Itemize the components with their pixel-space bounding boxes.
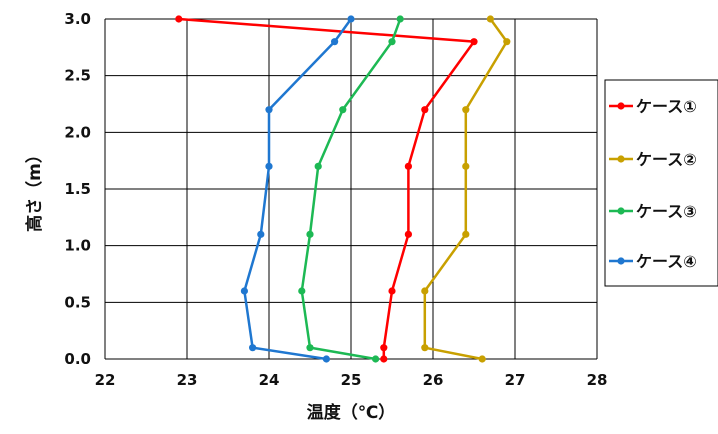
series-line	[178, 17, 476, 359]
x-tick-label: 24	[259, 371, 280, 389]
series-3	[298, 15, 404, 363]
data-point	[298, 287, 306, 295]
legend-marker	[617, 102, 625, 110]
data-point	[486, 15, 494, 23]
grid	[104, 18, 598, 360]
series-line	[243, 18, 353, 361]
x-tick-label: 26	[423, 371, 444, 389]
x-tick-label: 28	[587, 371, 608, 389]
series-group	[175, 15, 511, 363]
data-point	[478, 355, 486, 363]
data-point	[257, 230, 265, 238]
data-point	[380, 344, 388, 352]
series-1	[175, 15, 478, 363]
y-axis-title: 高さ（m）	[24, 146, 45, 232]
data-point	[240, 287, 248, 295]
data-point	[339, 106, 347, 114]
data-point	[404, 230, 412, 238]
data-point	[347, 15, 355, 23]
data-point	[462, 106, 470, 114]
y-tick-label: 2.0	[64, 123, 91, 141]
legend-item: ケース③	[609, 202, 697, 221]
legend-label: ケース①	[636, 97, 697, 116]
data-point	[404, 162, 412, 170]
x-tick-label: 23	[177, 371, 198, 389]
data-point	[265, 162, 273, 170]
data-point	[372, 355, 380, 363]
data-point	[388, 38, 396, 46]
y-tick-label: 1.5	[64, 180, 91, 198]
data-point	[175, 15, 183, 23]
tick-labels: 22 23 24 25 26 27 28 0.0 0.5 1.0 1.5 2.0 2.5 3.0	[64, 10, 607, 389]
series-line	[300, 18, 402, 361]
data-point	[322, 355, 330, 363]
data-point	[421, 344, 429, 352]
data-point	[380, 355, 388, 363]
series-4	[240, 15, 355, 363]
y-tick-label: 1.0	[64, 237, 91, 255]
data-point	[314, 162, 322, 170]
legend-box	[604, 79, 718, 287]
legend-label: ケース④	[636, 252, 697, 271]
x-tick-label: 22	[95, 371, 116, 389]
data-point	[249, 344, 257, 352]
data-point	[503, 38, 511, 46]
y-tick-label: 2.5	[64, 67, 91, 85]
data-point	[462, 162, 470, 170]
data-point	[306, 230, 314, 238]
data-point	[421, 106, 429, 114]
data-point	[396, 15, 404, 23]
legend-marker	[617, 155, 625, 163]
x-tick-label: 25	[341, 371, 362, 389]
data-point	[470, 38, 478, 46]
series-line	[423, 18, 509, 361]
x-axis-title: 温度（℃）	[307, 402, 396, 423]
legend-item: ケース①	[609, 97, 697, 116]
legend-item: ケース②	[609, 150, 697, 169]
x-tick-label: 27	[505, 371, 526, 389]
data-point	[306, 344, 314, 352]
data-point	[462, 230, 470, 238]
data-point	[421, 287, 429, 295]
legend: ケース① ケース② ケース③ ケース④	[604, 79, 718, 287]
legend-marker	[617, 207, 625, 215]
series-2	[421, 15, 511, 363]
legend-label: ケース②	[636, 150, 697, 169]
data-point	[265, 106, 273, 114]
data-point	[331, 38, 339, 46]
legend-item: ケース④	[609, 252, 697, 271]
legend-marker	[617, 257, 625, 265]
y-tick-label: 3.0	[64, 10, 91, 28]
data-point	[388, 287, 396, 295]
y-tick-label: 0.0	[64, 350, 91, 368]
y-tick-label: 0.5	[64, 293, 91, 311]
legend-label: ケース③	[636, 202, 697, 221]
